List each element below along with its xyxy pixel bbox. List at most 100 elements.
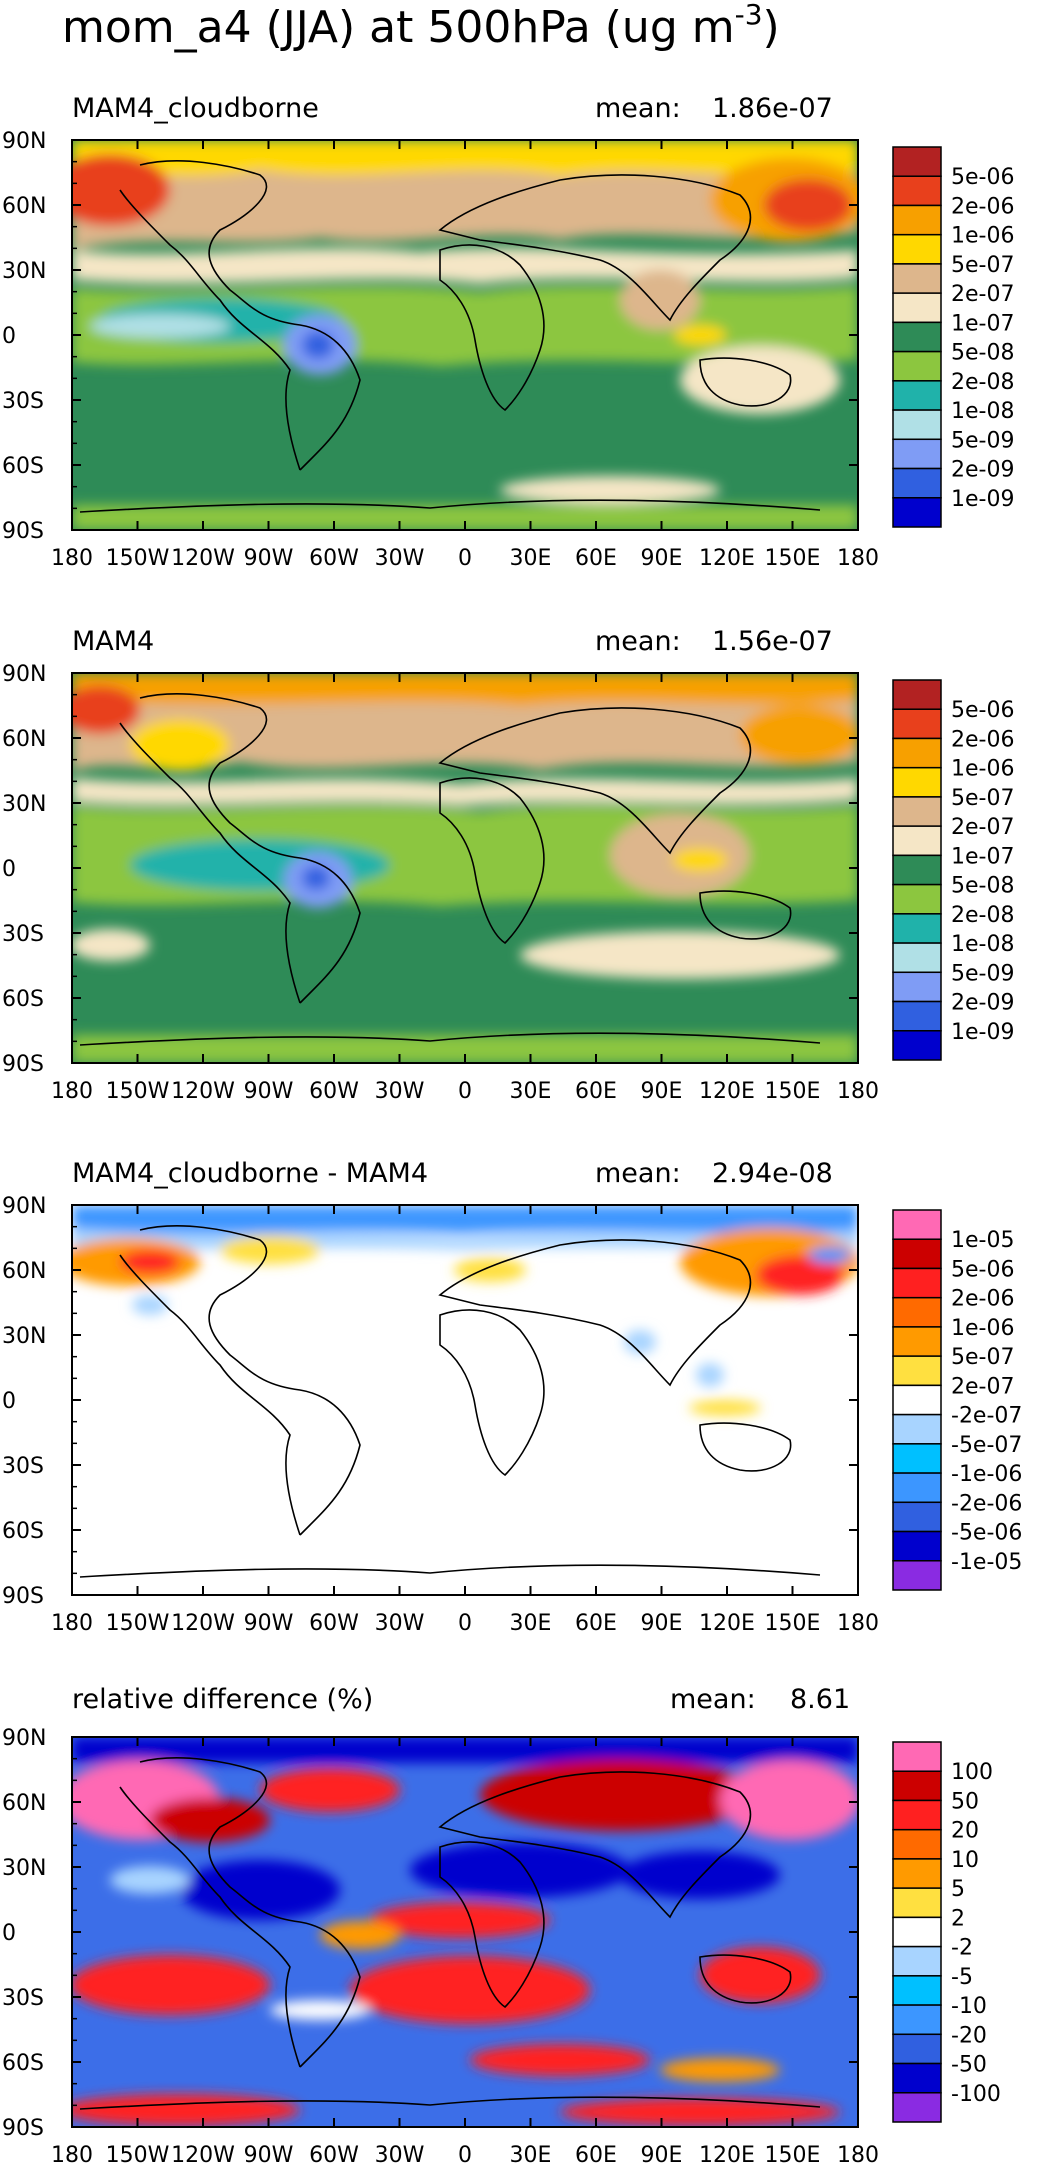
lat-tick-label: 60S (2, 987, 44, 1012)
lon-tick-label: 0 (458, 546, 472, 571)
panel-mean-label: mean: (595, 626, 681, 657)
colorbar-swatch (892, 766, 942, 798)
lon-ticks: 180 150W 120W 90W 60W 30W 0 30E 60E 90E 120E 150E 18… (51, 673, 879, 1104)
lon-tick-label: 180 (837, 546, 879, 571)
colorbar-label: -1e-06 (951, 1462, 1022, 1487)
colorbar-swatch (892, 263, 942, 294)
lat-tick-label: 60N (2, 1259, 46, 1284)
lon-tick-label: 60E (575, 546, 617, 571)
colorbar-swatch (892, 2033, 942, 2065)
map-field (72, 140, 858, 530)
lon-tick-label: 150E (765, 1079, 821, 1104)
colorbar-label: 2 (951, 1906, 965, 1931)
colorbar-label: 5e-07 (951, 253, 1014, 278)
figure-title: mom_a4 (JJA) at 500hPa (ug m-3) (62, 0, 780, 53)
field-blob-blue-ne (808, 1247, 852, 1263)
colorbar-label: 1e-08 (951, 399, 1014, 424)
lon-tick-label: 180 (837, 1611, 879, 1636)
field-blob-orange-far-s (660, 2058, 780, 2082)
lon-tick-label: 60W (309, 2143, 359, 2168)
colorbar-label: 1e-07 (951, 844, 1014, 869)
colorbar-swatch (892, 825, 942, 857)
colorbar-swatch (892, 2062, 942, 2094)
lon-tick-label: 150E (765, 2143, 821, 2168)
lon-tick-label: 180 (51, 2143, 93, 2168)
lon-tick-label: 60W (309, 1611, 359, 1636)
lon-tick-label: 90W (244, 1079, 294, 1104)
field-blob-yellow-asia (674, 325, 726, 345)
colorbar-label: 1e-05 (951, 1228, 1014, 1253)
colorbar-swatch (892, 204, 942, 236)
lon-tick-label: 0 (458, 1079, 472, 1104)
lon-tick-label: 30W (375, 1611, 425, 1636)
field-blob-lightblue (110, 1866, 190, 1894)
colorbar-swatch (892, 1413, 942, 1445)
field-blob-darkblue (302, 331, 334, 359)
colorbar: 1e-05 5e-06 2e-06 1e-06 5e-07 2e-07 -2e-07 -5e-… (892, 1209, 1022, 1591)
field-blob-beige-s (500, 476, 720, 504)
colorbar-label: 2e-07 (951, 282, 1014, 307)
colorbar-label: 5 (951, 1877, 965, 1902)
lon-tick-label: 150W (106, 1079, 170, 1104)
colorbar-swatch (892, 1030, 942, 1061)
colorbar-swatch (892, 1799, 942, 1831)
lon-tick-label: 90W (244, 546, 294, 571)
lon-tick-label: 30E (510, 2143, 552, 2168)
lat-tick-label: 30N (2, 792, 46, 817)
panel-mean-label: mean: (595, 1158, 681, 1189)
lon-ticks: 180 150W 120W 90W 60W 30W 0 30E 60E 90E 120E 150E 18… (51, 140, 879, 571)
colorbar-swatch (892, 1887, 942, 1919)
field-blob-white-s (270, 2000, 370, 2020)
lat-ticks: 90N 60N 30N 0 30S 60S 90S (2, 129, 858, 544)
coastlines (79, 1757, 821, 2110)
field-blob-beige-s (520, 931, 840, 979)
lon-tick-label: 150W (106, 1611, 170, 1636)
field-blob-red-e (756, 1255, 844, 1295)
field-blob-red-w (120, 1250, 180, 1274)
colorbar-label: 2e-08 (951, 370, 1014, 395)
panel-mean-label: mean: (670, 1684, 756, 1715)
field-blob-pink-e (720, 1760, 858, 1840)
panel-difference: MAM4_cloudborne - MAM4 mean: 2.94e-08 (2, 1158, 1022, 1636)
colorbar-swatch (892, 1296, 942, 1328)
field-blob-red-n (260, 1768, 400, 1812)
colorbar-swatch (892, 1384, 942, 1416)
panel-mean-value: 2.94e-08 (712, 1158, 833, 1189)
colorbar-swatch (892, 883, 942, 915)
colorbar-label: -1e-05 (951, 1550, 1022, 1575)
coastlines (79, 160, 821, 513)
colorbar-label: 5e-06 (951, 1257, 1014, 1282)
colorbar-label: 5e-09 (951, 428, 1014, 453)
field-blob-lightblue-india (624, 1330, 656, 1354)
coastlines (79, 1225, 821, 1578)
lat-tick-label: 60S (2, 1519, 44, 1544)
field-blob-red-e (764, 179, 852, 231)
colorbar-label: 1e-06 (951, 757, 1014, 782)
lon-tick-label: 120E (699, 2143, 755, 2168)
lon-tick-label: 180 (837, 1079, 879, 1104)
colorbar-label: -2e-07 (951, 1404, 1022, 1429)
field-blob-red-bottom-e (560, 2098, 840, 2126)
lon-ticks: 180 150W 120W 90W 60W 30W 0 30E 60E 90E 120E 150E 18… (51, 1737, 879, 2168)
field-blob-darkblue-e (410, 1842, 630, 1898)
lon-tick-label: 60W (309, 546, 359, 571)
colorbar-label: 1e-08 (951, 932, 1014, 957)
colorbar-label: 5e-07 (951, 786, 1014, 811)
map-field (72, 1737, 858, 2127)
map-field (72, 673, 858, 1063)
lon-tick-label: 60W (309, 1079, 359, 1104)
colorbar-label: -100 (951, 2082, 1001, 2107)
lat-tick-label: 0 (2, 1921, 16, 1946)
lat-tick-label: 90N (2, 662, 46, 687)
colorbar-label: 2e-07 (951, 1374, 1014, 1399)
lon-tick-label: 30E (510, 1611, 552, 1636)
lat-tick-label: 90N (2, 1726, 46, 1751)
colorbar-label: 50 (951, 1789, 979, 1814)
field-blob-lightblue-sea (696, 1363, 724, 1387)
panel-label: MAM4 (72, 626, 154, 657)
lon-tick-label: 180 (51, 1611, 93, 1636)
colorbar-label: 2e-08 (951, 903, 1014, 928)
lat-ticks: 90N 60N 30N 0 30S 60S 90S (2, 662, 858, 1077)
colorbar-swatch (892, 409, 942, 441)
